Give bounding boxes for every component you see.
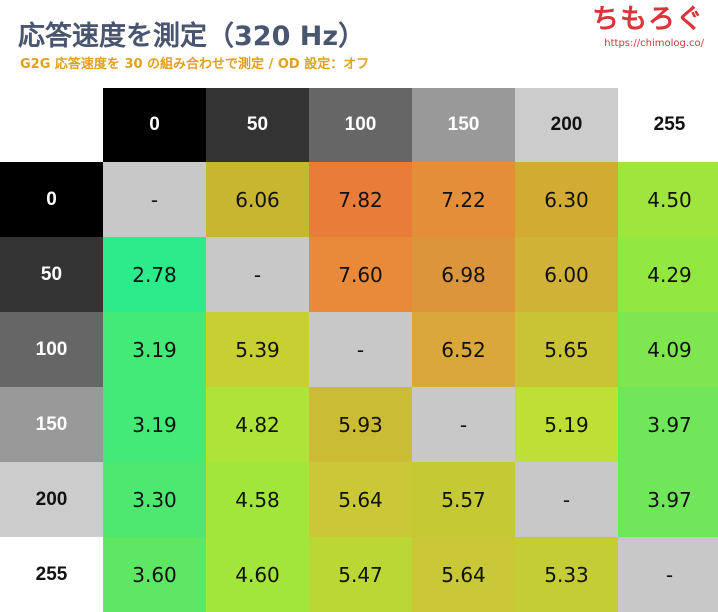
heatmap-cell: 5.19 xyxy=(515,387,618,462)
heatmap-cell: 7.82 xyxy=(309,162,412,237)
heatmap-cell: 4.58 xyxy=(206,462,309,537)
heatmap-cell: 6.00 xyxy=(515,237,618,312)
heatmap-cell: 3.30 xyxy=(103,462,206,537)
heatmap-cell: 4.60 xyxy=(206,537,309,612)
page-title: 応答速度を測定（320 Hz） xyxy=(18,21,366,52)
heatmap-corner xyxy=(0,88,103,162)
heatmap-cell: - xyxy=(412,387,515,462)
heatmap-cell: - xyxy=(103,162,206,237)
heatmap-cell: 5.65 xyxy=(515,312,618,387)
heatmap-cell: 5.47 xyxy=(309,537,412,612)
heatmap-cell: 6.52 xyxy=(412,312,515,387)
heatmap-cell: 7.60 xyxy=(309,237,412,312)
heatmap-cell: 5.64 xyxy=(309,462,412,537)
heatmap-cell: 7.22 xyxy=(412,162,515,237)
heatmap-cell: 4.29 xyxy=(618,237,718,312)
column-header-150: 150 xyxy=(412,88,515,162)
heatmap-cell: 5.33 xyxy=(515,537,618,612)
heatmap-cell: 5.93 xyxy=(309,387,412,462)
heatmap-cell: - xyxy=(206,237,309,312)
heatmap-cell: 6.30 xyxy=(515,162,618,237)
heatmap-cell: 4.82 xyxy=(206,387,309,462)
brand-url: https://chimolog.co/ xyxy=(604,38,704,49)
heatmap-cell: 2.78 xyxy=(103,237,206,312)
heatmap-cell: 3.60 xyxy=(103,537,206,612)
row-header-150: 150 xyxy=(0,387,103,462)
heatmap-cell: 5.64 xyxy=(412,537,515,612)
heatmap-cell: 6.98 xyxy=(412,237,515,312)
heatmap-cell: 4.50 xyxy=(618,162,718,237)
heatmap-cell: 5.57 xyxy=(412,462,515,537)
column-header-100: 100 xyxy=(309,88,412,162)
heatmap-cell: - xyxy=(515,462,618,537)
heatmap-cell: 6.06 xyxy=(206,162,309,237)
column-header-200: 200 xyxy=(515,88,618,162)
heatmap-cell: 3.97 xyxy=(618,387,718,462)
row-header-100: 100 xyxy=(0,312,103,387)
row-header-50: 50 xyxy=(0,237,103,312)
page-subtitle: G2G 応答速度を 30 の組み合わせで測定 / OD 設定：オフ xyxy=(20,57,370,72)
heatmap-cell: 3.19 xyxy=(103,312,206,387)
heatmap-cell: 3.19 xyxy=(103,387,206,462)
heatmap-grid: 0 50 100 150 200 255 0-6.06 7.82 7.22 6.30 4.50 50 2… xyxy=(0,88,718,612)
heatmap-cell: 3.97 xyxy=(618,462,718,537)
column-header-0: 0 xyxy=(103,88,206,162)
row-header-0: 0 xyxy=(0,162,103,237)
brand: ちもろぐ https://chimolog.co/ xyxy=(592,4,704,50)
brand-logo: ちもろぐ xyxy=(592,4,704,35)
heatmap-cell: 5.39 xyxy=(206,312,309,387)
heatmap-cell: 4.09 xyxy=(618,312,718,387)
heatmap-cell: - xyxy=(618,537,718,612)
column-header-255: 255 xyxy=(618,88,718,162)
column-header-50: 50 xyxy=(206,88,309,162)
heatmap-cell: - xyxy=(309,312,412,387)
row-header-200: 200 xyxy=(0,462,103,537)
row-header-255: 255 xyxy=(0,537,103,612)
